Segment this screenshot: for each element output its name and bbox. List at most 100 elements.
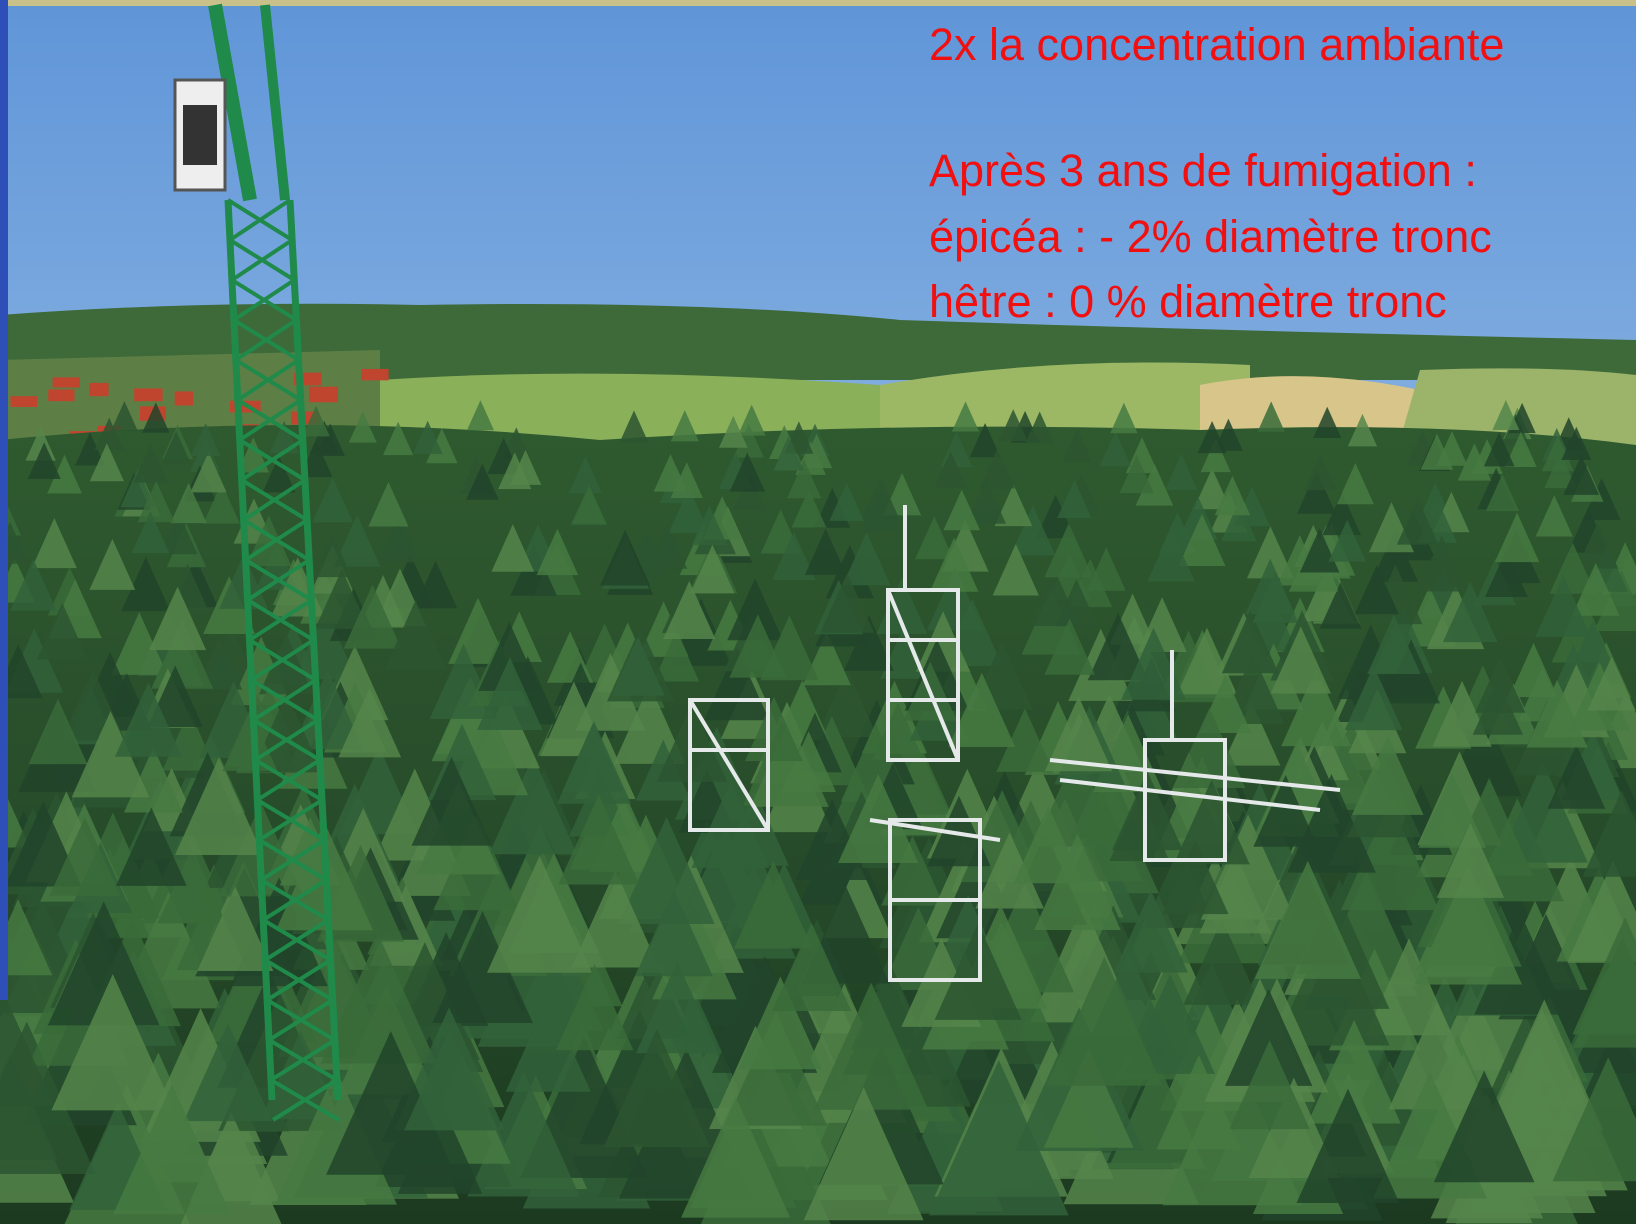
- roof: [174, 391, 194, 406]
- tree: [1509, 642, 1558, 698]
- tree: [1165, 453, 1198, 490]
- tree: [1046, 956, 1163, 1086]
- caption-line: Après 3 ans de fumigation :: [929, 145, 1477, 196]
- tree: [1013, 806, 1084, 884]
- tree: [681, 1096, 791, 1218]
- tree: [1572, 917, 1636, 1035]
- tree: [1571, 562, 1620, 616]
- tree: [718, 415, 748, 448]
- tree: [120, 468, 156, 508]
- tree: [1062, 428, 1093, 462]
- tree: [1257, 401, 1285, 432]
- caption-line: hêtre : 0 % diamètre tronc: [929, 276, 1447, 327]
- roof: [10, 396, 38, 407]
- tree-canopy: [0, 400, 1636, 1224]
- tree: [1351, 735, 1424, 815]
- tree: [1233, 486, 1271, 527]
- tree: [477, 657, 543, 730]
- tree: [1535, 575, 1591, 637]
- tree: [1221, 610, 1279, 674]
- tree: [28, 698, 88, 765]
- tree: [914, 516, 954, 560]
- tree: [948, 672, 1016, 748]
- tree: [509, 449, 542, 485]
- tree: [663, 581, 716, 639]
- tree: [466, 400, 494, 431]
- tree: [611, 636, 665, 696]
- tree: [690, 544, 735, 594]
- tree: [568, 456, 602, 494]
- tree: [110, 401, 138, 432]
- tree: [161, 431, 192, 465]
- roof: [89, 382, 109, 397]
- tree: [190, 423, 221, 457]
- tree: [555, 964, 634, 1051]
- tree: [49, 817, 121, 896]
- tree: [302, 405, 330, 437]
- tree: [291, 669, 364, 750]
- tree: [929, 537, 979, 592]
- crane-cab: [173, 78, 227, 192]
- tree: [992, 544, 1039, 596]
- tree: [951, 401, 980, 432]
- tree: [1224, 988, 1313, 1086]
- tree: [1222, 701, 1281, 766]
- tree: [843, 615, 894, 671]
- tree: [557, 721, 632, 804]
- tree: [536, 528, 579, 576]
- tree: [299, 440, 333, 478]
- distant-hills: [0, 303, 1636, 380]
- tree: [114, 682, 183, 757]
- tree: [368, 481, 409, 527]
- tree: [668, 487, 710, 534]
- tree: [1371, 530, 1419, 582]
- tree: [1541, 435, 1574, 472]
- tree: [1252, 571, 1299, 623]
- tree: [411, 756, 492, 846]
- tree: [1119, 455, 1154, 494]
- tree: [1436, 822, 1505, 898]
- tree: [872, 702, 924, 760]
- tree: [733, 861, 813, 949]
- tree: [1036, 494, 1076, 539]
- tree: [1044, 696, 1113, 772]
- tree: [1340, 801, 1439, 911]
- tree: [1485, 999, 1604, 1131]
- tree: [618, 816, 715, 924]
- tree: [133, 444, 168, 483]
- tree: [383, 421, 414, 456]
- tree: [1494, 512, 1540, 563]
- tree: [1582, 790, 1636, 877]
- left-border: [0, 0, 8, 1000]
- tree: [653, 454, 688, 492]
- tree: [333, 514, 381, 567]
- tree: [31, 518, 77, 569]
- tree: [27, 442, 61, 480]
- tree: [47, 454, 82, 494]
- tree: [1304, 454, 1337, 491]
- tree: [838, 773, 919, 864]
- tree: [691, 781, 770, 868]
- tree: [729, 614, 787, 678]
- tree: [1178, 513, 1226, 567]
- tree: [1193, 468, 1231, 510]
- tree: [1485, 474, 1520, 512]
- tree: [603, 1028, 711, 1148]
- tree: [1183, 919, 1261, 1005]
- tree: [737, 404, 766, 436]
- tree: [384, 600, 447, 670]
- tree: [1365, 938, 1453, 1036]
- tree: [969, 423, 1001, 458]
- tree: [842, 532, 891, 586]
- tree: [426, 428, 458, 464]
- tree: [348, 411, 377, 443]
- tree: [467, 1071, 580, 1197]
- tree: [378, 517, 420, 563]
- tree: [998, 409, 1028, 442]
- tree: [466, 463, 499, 500]
- tree: [791, 488, 827, 528]
- tree: [1414, 865, 1523, 985]
- tree: [1328, 519, 1367, 562]
